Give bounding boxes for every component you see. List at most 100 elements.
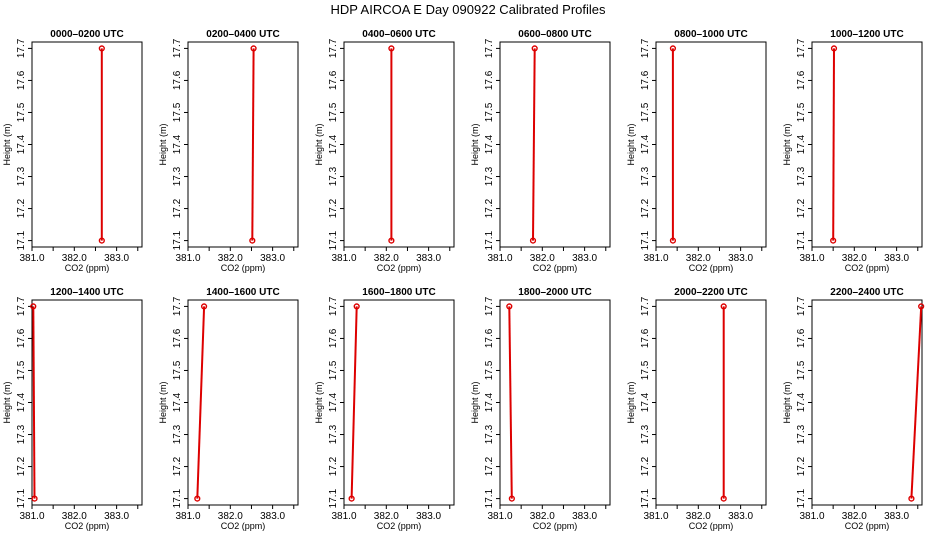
y-tick-label: 17.7 bbox=[172, 38, 183, 58]
y-tick-label: 17.5 bbox=[796, 102, 807, 122]
panel-title: 1400–1600 UTC bbox=[206, 287, 279, 298]
y-tick-label: 17.6 bbox=[328, 70, 339, 90]
x-axis-label: CO2 (ppm) bbox=[845, 521, 890, 531]
x-tick-label: 381.0 bbox=[799, 253, 824, 264]
plot-frame bbox=[187, 299, 299, 506]
y-tick-label: 17.2 bbox=[796, 198, 807, 218]
y-tick-label: 17.2 bbox=[484, 456, 495, 476]
profile-point-marker bbox=[250, 45, 257, 52]
y-tick-label: 17.3 bbox=[640, 424, 651, 444]
figure-title: HDP AIRCOA E Day 090922 Calibrated Profi… bbox=[330, 2, 606, 17]
panel-title: 0000–0200 UTC bbox=[50, 29, 123, 40]
y-tick-label: 17.7 bbox=[796, 38, 807, 58]
profile-line bbox=[196, 306, 206, 499]
y-tick-label: 17.5 bbox=[16, 102, 27, 122]
x-tick-label: 381.0 bbox=[643, 511, 668, 522]
x-tick-label: 382.0 bbox=[218, 253, 243, 264]
plot-frame bbox=[811, 41, 923, 248]
x-axis-label: CO2 (ppm) bbox=[377, 263, 422, 273]
y-tick-label: 17.2 bbox=[484, 198, 495, 218]
x-tick-label: 382.0 bbox=[62, 511, 87, 522]
y-tick-label: 17.1 bbox=[640, 488, 651, 508]
y-tick-label: 17.4 bbox=[484, 392, 495, 412]
profile-point-marker bbox=[200, 303, 208, 310]
y-tick-label: 17.6 bbox=[796, 328, 807, 348]
panel-title: 1600–1800 UTC bbox=[362, 287, 435, 298]
x-tick-label: 381.0 bbox=[19, 253, 44, 264]
y-tick-label: 17.4 bbox=[16, 134, 27, 154]
panel-title: 0200–0400 UTC bbox=[206, 29, 279, 40]
x-tick-label: 381.0 bbox=[175, 253, 200, 264]
profile-point-marker bbox=[388, 45, 395, 52]
profile-point-marker bbox=[918, 303, 925, 310]
x-tick-label: 382.0 bbox=[686, 253, 711, 264]
y-tick-label: 17.7 bbox=[796, 296, 807, 316]
profile-point-marker bbox=[508, 495, 515, 502]
x-tick-label: 382.0 bbox=[530, 511, 555, 522]
y-tick-label: 17.5 bbox=[484, 360, 495, 380]
y-tick-label: 17.5 bbox=[484, 102, 495, 122]
plot-frame bbox=[31, 299, 143, 506]
x-tick-label: 382.0 bbox=[686, 511, 711, 522]
y-axis-label: Height (m) bbox=[782, 123, 792, 165]
x-tick-label: 382.0 bbox=[218, 511, 243, 522]
y-tick-label: 17.3 bbox=[172, 424, 183, 444]
y-tick-label: 17.3 bbox=[172, 166, 183, 186]
y-tick-label: 17.3 bbox=[328, 166, 339, 186]
y-tick-label: 17.1 bbox=[16, 230, 27, 250]
y-tick-label: 17.1 bbox=[796, 488, 807, 508]
y-tick-label: 17.7 bbox=[328, 296, 339, 316]
y-axis-label: Height (m) bbox=[314, 123, 324, 165]
profile-point-marker bbox=[353, 303, 360, 310]
x-tick-label: 383.0 bbox=[572, 511, 597, 522]
x-tick-label: 383.0 bbox=[728, 511, 753, 522]
y-tick-label: 17.4 bbox=[484, 134, 495, 154]
y-tick-label: 17.2 bbox=[328, 198, 339, 218]
x-axis-label: CO2 (ppm) bbox=[377, 521, 422, 531]
y-tick-label: 17.3 bbox=[796, 424, 807, 444]
y-tick-label: 17.4 bbox=[796, 392, 807, 412]
panel-title: 1800–2000 UTC bbox=[518, 287, 591, 298]
plot-frame bbox=[187, 41, 299, 248]
x-axis-label: CO2 (ppm) bbox=[221, 521, 266, 531]
panel-title: 1000–1200 UTC bbox=[830, 29, 903, 40]
x-tick-label: 383.0 bbox=[884, 253, 909, 264]
y-tick-label: 17.6 bbox=[640, 328, 651, 348]
plot-frame bbox=[655, 299, 767, 506]
x-tick-label: 383.0 bbox=[104, 511, 129, 522]
y-axis-label: Height (m) bbox=[782, 381, 792, 423]
plot-frame bbox=[499, 299, 611, 506]
x-tick-label: 381.0 bbox=[799, 511, 824, 522]
profile-line bbox=[532, 48, 536, 241]
profile-line bbox=[350, 306, 358, 499]
x-tick-label: 381.0 bbox=[331, 253, 356, 264]
profile-point-marker bbox=[194, 495, 201, 502]
x-axis-label: CO2 (ppm) bbox=[689, 263, 734, 273]
y-tick-label: 17.1 bbox=[328, 488, 339, 508]
y-tick-label: 17.7 bbox=[172, 296, 183, 316]
y-tick-label: 17.4 bbox=[172, 392, 183, 412]
plot-frame bbox=[31, 41, 143, 248]
profile-point-marker bbox=[506, 303, 513, 310]
profile-point-marker bbox=[31, 495, 38, 502]
profile-line bbox=[508, 306, 513, 499]
y-tick-label: 17.4 bbox=[640, 392, 651, 412]
x-tick-label: 382.0 bbox=[62, 253, 87, 264]
y-tick-label: 17.1 bbox=[172, 488, 183, 508]
y-tick-label: 17.1 bbox=[484, 488, 495, 508]
y-tick-label: 17.1 bbox=[484, 230, 495, 250]
y-tick-label: 17.4 bbox=[328, 134, 339, 154]
y-tick-label: 17.7 bbox=[640, 296, 651, 316]
y-tick-label: 17.6 bbox=[484, 328, 495, 348]
y-tick-label: 17.2 bbox=[172, 198, 183, 218]
x-axis-label: CO2 (ppm) bbox=[533, 521, 578, 531]
y-tick-label: 17.7 bbox=[16, 296, 27, 316]
